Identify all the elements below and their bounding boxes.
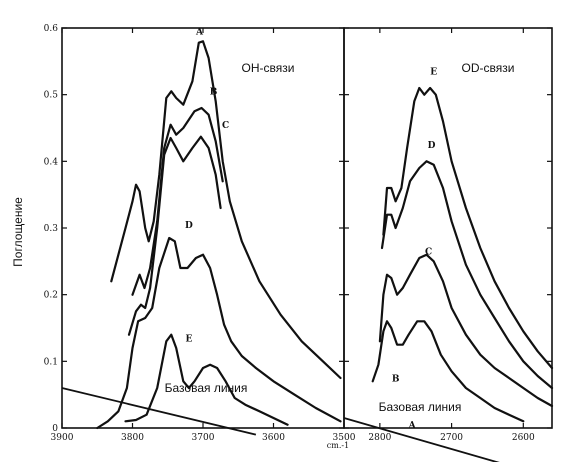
oh-baseline-label: Базовая линия xyxy=(165,381,248,395)
od-series-c-label: C xyxy=(425,248,432,258)
od-x-tick-label: 2800 xyxy=(368,433,391,443)
od-series-e-label: E xyxy=(430,68,437,78)
oh-series-b-label: B xyxy=(210,88,218,98)
oh-series-c-label: C xyxy=(222,121,229,131)
oh-panel: 0 0.1 0.2 0.3 0.4 0.5 0.6 3900 3800 3700 3600 3500 A… xyxy=(44,24,356,443)
oh-series-d-label: D xyxy=(185,221,193,231)
oh-y-tick-label: 0.1 xyxy=(44,357,58,367)
y-axis-label: Поглощение xyxy=(11,197,25,267)
od-panel: 2800 2700 2600 E D C B A OD-связи Базовая линия xyxy=(343,27,554,462)
oh-series-e-label: E xyxy=(185,334,192,344)
oh-x-tick-label: 3600 xyxy=(262,433,285,443)
od-panel-title: OD-связи xyxy=(462,61,515,75)
x-axis-unit-label: cm.-1 xyxy=(327,441,349,450)
od-x-tick-label: 2600 xyxy=(512,433,535,443)
oh-baseline xyxy=(61,387,257,436)
oh-series-d-line xyxy=(96,236,342,430)
oh-y-tick-label: 0.2 xyxy=(44,291,58,301)
oh-y-tick-label: 0.6 xyxy=(44,24,59,34)
oh-y-tick-label: 0.3 xyxy=(44,224,59,234)
od-baseline xyxy=(343,417,500,462)
od-series-b-line xyxy=(371,320,525,423)
oh-series-b-line xyxy=(131,106,224,296)
od-series-c-line xyxy=(378,253,554,408)
od-series-d-label: D xyxy=(428,141,436,151)
oh-panel-title: OH-связи xyxy=(242,61,295,75)
od-series-d-line xyxy=(380,160,554,390)
oh-series-c-line xyxy=(127,135,222,336)
od-x-tick-label: 2700 xyxy=(440,433,463,443)
od-series-e-line xyxy=(382,86,554,370)
od-baseline-label: Базовая линия xyxy=(379,400,462,414)
oh-series-a-label: A xyxy=(195,28,204,38)
od-plot-frame xyxy=(343,27,553,429)
od-series-b-label: B xyxy=(392,374,400,384)
od-series-a-label: A xyxy=(408,421,417,431)
oh-x-tick-label: 3800 xyxy=(121,433,144,443)
oh-y-tick-label: 0 xyxy=(52,424,58,434)
oh-y-tick-label: 0.5 xyxy=(44,91,59,101)
oh-x-tick-label: 3700 xyxy=(192,433,215,443)
oh-series-a-line xyxy=(110,40,342,380)
oh-series-e-line xyxy=(124,333,289,426)
oh-x-tick-label: 3500 xyxy=(333,433,356,443)
oh-y-tick-label: 0.4 xyxy=(44,157,59,167)
oh-x-tick-label: 3900 xyxy=(51,433,74,443)
